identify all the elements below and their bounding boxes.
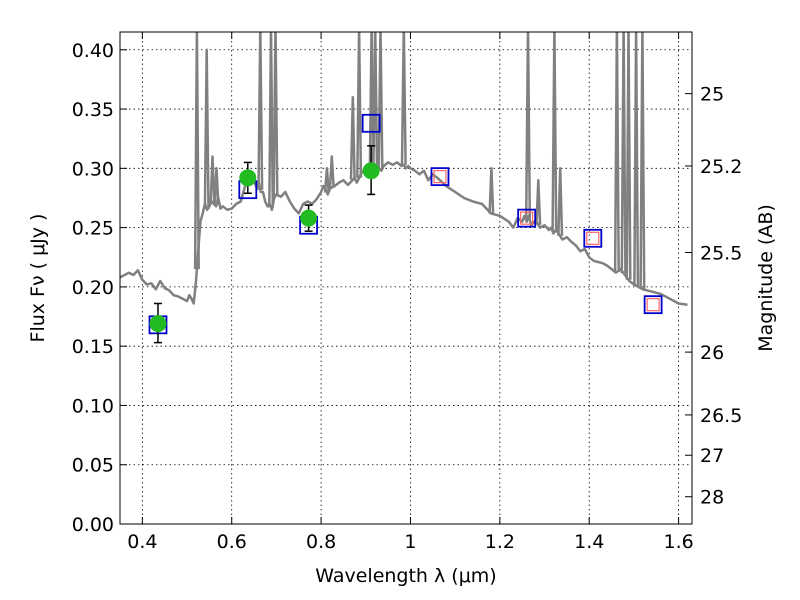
right-axis-tick-label: 25 [700,84,724,106]
emission-line [372,32,379,168]
observed-flux-point [362,162,380,180]
axis-ticks [120,32,692,525]
emission-line [524,32,532,219]
y-axis-label: Flux Fν ( μJy ) [27,214,49,343]
model-photometry-square-blue [361,113,381,133]
right-axis-tick-label: 25.5 [700,243,742,265]
y-tick-label: 0.30 [72,158,114,180]
emission-line [268,32,275,208]
model-photometry-square-red [520,211,534,225]
emission-line [488,167,495,214]
observed-flux-point [300,209,318,227]
model-photometry-square-red [646,298,660,312]
emission-line [557,167,564,236]
model-photometry-square-red [433,170,447,184]
emission-line [639,32,646,290]
model-photometry-square-red [586,231,600,245]
emission-line [323,167,330,193]
x-tick-label: 1.4 [574,531,604,553]
observed-flux-point [239,169,257,187]
emission-line [613,32,620,273]
grid [120,32,692,524]
right-axis-tick-label: 26.5 [700,405,742,427]
right-y-axis-label: Magnitude (AB) [755,204,777,352]
y-tick-label: 0.10 [72,395,114,417]
emission-line [328,155,335,188]
emission-line [633,32,640,286]
x-tick-label: 1.2 [485,531,515,553]
emission-line [272,32,279,196]
model-photometry-square-blue [583,228,603,248]
y-tick-label: 0.35 [72,99,114,121]
emission-line [203,48,210,209]
x-tick-label: 0.8 [306,531,336,553]
x-tick-label: 0.6 [217,531,247,553]
emission-line [620,32,627,274]
x-tick-label: 1 [404,531,416,553]
observed-flux-point [149,315,167,333]
right-axis-tick-label: 28 [700,487,724,509]
x-tick-label: 0.4 [127,531,157,553]
model-photometry-square-blue [643,295,663,315]
model-photometry-square-blue [517,208,537,228]
x-axis-label: Wavelength λ (μm) [315,565,496,587]
y-tick-label: 0.00 [72,514,114,536]
emission-line [535,178,542,225]
marker-layer [148,113,663,344]
plot-frame [119,31,693,525]
emission-line [551,32,558,233]
emission-line [193,32,200,270]
emission-line [349,95,356,180]
emission-line [356,32,363,178]
x-tick-label: 1.6 [663,531,693,553]
right-axis-tick-label: 26 [700,342,724,364]
right-axis-tick-label: 27 [700,445,724,467]
y-tick-label: 0.05 [72,455,114,477]
emission-line [213,167,220,205]
emission-line [625,32,632,280]
y-tick-label: 0.20 [72,277,114,299]
y-tick-label: 0.40 [72,40,114,62]
right-axis-tick-label: 25.2 [700,156,742,178]
plot-data [120,32,688,306]
y-tick-label: 0.25 [72,218,114,240]
emission-line [209,155,216,203]
model-photometry-square-blue [430,167,450,187]
emission-line [400,32,407,165]
emission-line [257,32,264,190]
tick-labels: 0.4 0.6 0.8 1 1.2 1.4 1.6 0.00 0.05 0.10 0.15 0.20 0… [72,40,743,553]
y-tick-label: 0.15 [72,336,114,358]
